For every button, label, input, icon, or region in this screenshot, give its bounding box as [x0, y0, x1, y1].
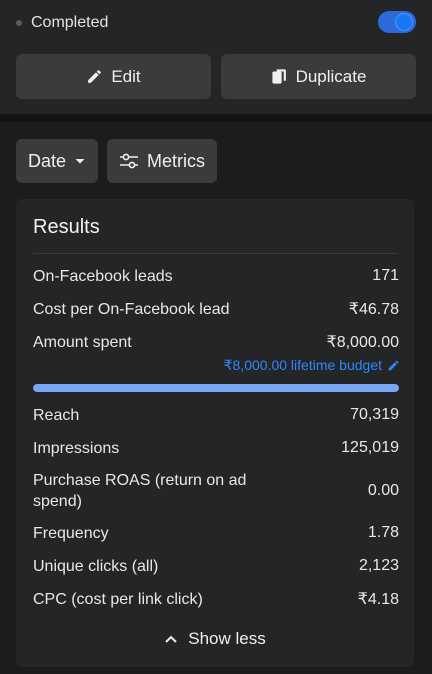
metric-value: 70,319 — [350, 406, 399, 423]
results-card: Results On-Facebook leads 171 Cost per O… — [16, 199, 414, 667]
metric-row-reach: Reach 70,319 — [33, 404, 399, 426]
status-row: Completed — [16, 8, 416, 38]
metric-value: 171 — [372, 267, 399, 284]
status-toggle[interactable] — [378, 11, 416, 33]
metric-value: 125,019 — [341, 439, 399, 456]
budget-progress-bar — [33, 384, 399, 392]
metrics-label: Metrics — [147, 150, 206, 171]
metric-value: 2,123 — [358, 557, 399, 574]
metric-value: 0.00 — [367, 482, 399, 499]
status-dot-icon — [16, 20, 22, 26]
metric-label: Impressions — [33, 439, 120, 457]
metric-row-leads: On-Facebook leads 171 — [33, 265, 399, 287]
metric-label: On-Facebook leads — [33, 267, 173, 285]
date-filter-label: Date — [28, 150, 67, 171]
metric-label: Purchase ROAS (return on ad spend) — [33, 472, 247, 510]
metric-label: Amount spent — [33, 333, 132, 351]
duplicate-label: Duplicate — [295, 66, 367, 86]
status-text: Completed — [31, 14, 109, 31]
metric-row-frequency: Frequency 1.78 — [33, 522, 399, 544]
show-less-label: Show less — [188, 629, 266, 648]
filter-bar: Date Metrics — [16, 139, 218, 183]
edit-label: Edit — [111, 66, 141, 86]
show-less-button[interactable]: Show less — [16, 627, 414, 651]
sliders-icon — [120, 153, 139, 169]
metric-label: Frequency — [33, 524, 109, 542]
metric-value: ₹4.18 — [357, 591, 399, 608]
metrics-button[interactable]: Metrics — [107, 139, 218, 183]
title-divider — [33, 253, 398, 254]
metric-row-cost-per-lead: Cost per On-Facebook lead ₹46.78 — [33, 298, 399, 320]
edit-button[interactable]: Edit — [16, 54, 211, 99]
metric-label: Reach — [33, 406, 80, 424]
section-divider — [0, 114, 432, 122]
budget-text: ₹8,000.00 lifetime budget — [223, 357, 382, 373]
action-buttons: Edit Duplicate — [16, 54, 416, 99]
ad-header-panel: Completed Edit Duplicate — [0, 0, 432, 114]
date-filter-button[interactable]: Date — [16, 139, 99, 183]
lifetime-budget-link[interactable]: ₹8,000.00 lifetime budget — [224, 357, 400, 374]
chevron-up-icon — [165, 635, 177, 643]
metric-row-purchase-roas: Purchase ROAS (return on ad spend) 0.00 — [33, 469, 399, 513]
metric-value: ₹8,000.00 — [326, 334, 399, 351]
metric-label: Cost per On-Facebook lead — [33, 300, 230, 318]
metric-row-unique-clicks: Unique clicks (all) 2,123 — [33, 555, 399, 577]
metric-value: ₹46.78 — [348, 301, 399, 318]
metric-row-impressions: Impressions 125,019 — [33, 437, 399, 459]
metric-label: CPC (cost per link click) — [33, 590, 203, 608]
pencil-icon — [388, 360, 399, 371]
metric-value: 1.78 — [367, 524, 399, 541]
caret-down-icon — [75, 159, 85, 164]
duplicate-icon — [271, 69, 286, 84]
metric-row-cpc: CPC (cost per link click) ₹4.18 — [33, 588, 399, 610]
metric-label: Unique clicks (all) — [33, 557, 159, 575]
results-title: Results — [33, 216, 100, 238]
pencil-icon — [88, 70, 102, 83]
metric-row-amount-spent: Amount spent ₹8,000.00 — [33, 331, 399, 353]
duplicate-button[interactable]: Duplicate — [221, 54, 416, 99]
budget-progress-fill — [33, 384, 399, 392]
